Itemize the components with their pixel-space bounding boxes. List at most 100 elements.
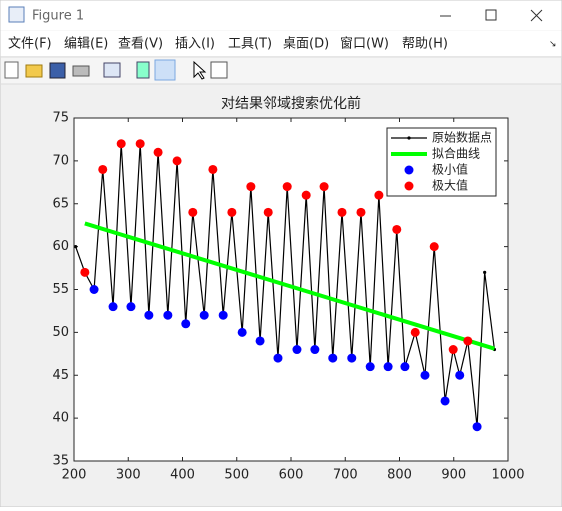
app-icon	[8, 6, 25, 23]
data-dot	[483, 270, 487, 274]
menu-item[interactable]: 查看(V)	[118, 36, 163, 52]
print-icon[interactable]	[72, 65, 90, 77]
menu-bar	[0, 31, 562, 56]
inspector-icon[interactable]	[210, 61, 228, 79]
marker	[255, 336, 265, 346]
y-tick-label: 60	[52, 239, 69, 254]
x-tick-label: 500	[224, 468, 249, 483]
marker	[98, 164, 108, 174]
marker	[126, 302, 136, 312]
y-tick-label: 40	[52, 411, 69, 426]
x-tick-label: 400	[170, 468, 195, 483]
menu-item[interactable]: 编辑(E)	[64, 37, 108, 52]
legend-label: 极小值	[432, 162, 468, 177]
marker	[218, 310, 228, 320]
marker	[392, 224, 402, 234]
marker	[356, 207, 366, 217]
marker	[400, 362, 410, 372]
marker	[420, 370, 430, 380]
marker	[374, 190, 384, 200]
marker	[108, 302, 118, 312]
marker	[89, 285, 99, 294]
y-tick-label: 45	[52, 368, 69, 383]
marker	[153, 147, 163, 157]
open-icon[interactable]	[25, 64, 43, 78]
x-tick-label: 800	[387, 468, 412, 483]
menu-item[interactable]: 窗口(W)	[340, 36, 389, 52]
marker	[144, 310, 154, 320]
marker	[292, 345, 302, 355]
legend-swatch	[407, 136, 411, 140]
marker	[383, 362, 393, 372]
menu-item[interactable]: 桌面(D)	[283, 37, 329, 52]
marker	[246, 182, 256, 192]
marker	[273, 353, 283, 363]
y-tick-label: 70	[52, 153, 69, 168]
chart-title: 对结果邻域搜索优化前	[221, 95, 361, 112]
y-tick-label: 55	[52, 282, 69, 297]
x-tick-label: 700	[333, 468, 358, 483]
title-bar	[0, 0, 562, 31]
colorbar-icon[interactable]	[136, 61, 150, 79]
menu-arrow: ↘	[549, 40, 557, 50]
menu-item[interactable]: 插入(I)	[175, 37, 215, 52]
legend-label: 拟合曲线	[432, 146, 480, 161]
marker	[237, 327, 247, 337]
marker	[328, 353, 338, 363]
marker	[455, 370, 465, 380]
toolbar	[0, 56, 562, 85]
new-icon[interactable]	[4, 61, 19, 79]
marker	[208, 164, 218, 174]
marker	[448, 345, 458, 355]
data-dot	[74, 245, 78, 249]
window-title: Figure 1	[32, 9, 84, 24]
marker	[282, 182, 292, 192]
plot: 200 300 400 500 600 700 800 900 1000 35 40 45 50 55 60…	[52, 111, 524, 483]
legend-label: 原始数据点	[432, 130, 492, 145]
marker	[172, 156, 182, 166]
toolbar-icons	[4, 59, 228, 81]
save-icon[interactable]	[49, 62, 66, 79]
x-tick-label: 300	[116, 468, 141, 483]
marker	[440, 396, 450, 406]
close-button[interactable]	[530, 9, 543, 22]
legend-icon[interactable]	[154, 59, 176, 81]
fit-line	[84, 221, 496, 351]
marker	[227, 207, 237, 217]
marker	[310, 345, 320, 355]
y-tick-label: 65	[52, 196, 69, 211]
pointer-icon[interactable]	[193, 60, 207, 80]
marker	[337, 207, 347, 217]
marker	[199, 310, 209, 320]
marker	[301, 190, 311, 200]
marker	[135, 139, 145, 149]
marker	[181, 319, 191, 329]
menu-item[interactable]: 文件(F)	[8, 37, 52, 52]
x-tick-label: 200	[62, 468, 87, 483]
marker	[347, 353, 357, 363]
marker	[463, 336, 473, 346]
marker	[263, 207, 273, 217]
legend-swatch	[404, 181, 414, 191]
menu: 文件(F) 编辑(E) 查看(V) 插入(I) 工具(T) 桌面(D) 窗口(W) 帮助(H)	[8, 36, 448, 52]
marker	[319, 182, 329, 192]
marker	[472, 422, 482, 432]
x-tick-label: 1000	[491, 468, 524, 483]
y-tick-label: 50	[52, 325, 69, 340]
maximize-button[interactable]	[485, 9, 497, 21]
marker	[188, 207, 198, 217]
y-tick-label: 75	[52, 111, 69, 126]
legend-swatch	[404, 165, 414, 175]
marker	[410, 327, 420, 337]
axes-box	[73, 117, 509, 462]
marker	[365, 362, 375, 372]
y-tick-label: 35	[52, 454, 69, 469]
menu-item[interactable]: 帮助(H)	[402, 37, 448, 52]
menu-item[interactable]: 工具(T)	[228, 37, 272, 52]
x-tick-label: 900	[441, 468, 466, 483]
x-tick-label: 600	[279, 468, 304, 483]
link-icon[interactable]	[103, 62, 121, 78]
